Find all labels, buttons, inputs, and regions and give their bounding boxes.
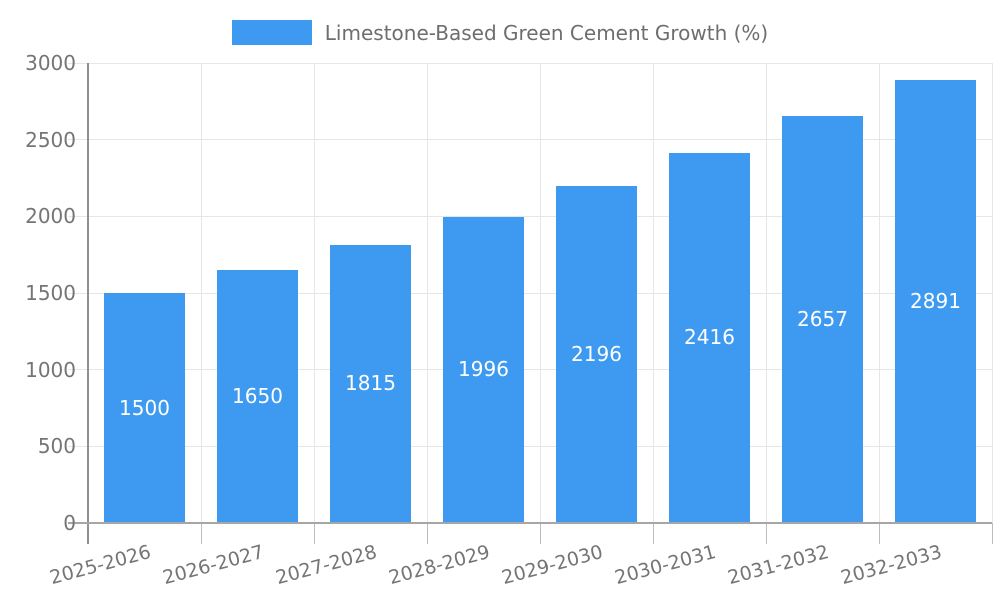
y-axis-tick-label: 2000 bbox=[25, 204, 76, 229]
gridline-horizontal bbox=[68, 292, 992, 294]
gridline-vertical bbox=[765, 63, 767, 544]
bar-2032-2033[interactable]: 2891 bbox=[895, 79, 976, 522]
x-axis-tick-label: 2030-2031 bbox=[612, 541, 719, 590]
bar-value-label: 2416 bbox=[684, 325, 735, 350]
gridline-vertical bbox=[991, 63, 993, 544]
gridline-vertical bbox=[878, 63, 880, 544]
bar-value-label: 1500 bbox=[119, 395, 170, 420]
x-axis-tick-label: 2027-2028 bbox=[273, 541, 380, 590]
bar-2029-2030[interactable]: 2196 bbox=[556, 186, 637, 522]
gridline-horizontal bbox=[68, 139, 992, 141]
y-axis-tick-label: 1500 bbox=[25, 281, 76, 305]
gridline-horizontal bbox=[68, 369, 992, 371]
bar-value-label: 2657 bbox=[797, 306, 848, 331]
y-axis-tick-label: 0 bbox=[63, 511, 76, 535]
gridline-horizontal bbox=[68, 62, 992, 64]
legend-label: Limestone-Based Green Cement Growth (%) bbox=[324, 20, 769, 45]
bar-2031-2032[interactable]: 2657 bbox=[782, 115, 863, 522]
bar-2026-2027[interactable]: 1650 bbox=[217, 270, 298, 522]
gridline-vertical bbox=[539, 63, 541, 544]
x-axis-line bbox=[68, 522, 992, 524]
bar-2030-2031[interactable]: 2416 bbox=[669, 152, 750, 522]
x-axis-tick-label: 2026-2027 bbox=[160, 541, 267, 590]
x-axis-tick-label: 2025-2026 bbox=[47, 541, 154, 590]
x-axis-tick-label: 2029-2030 bbox=[499, 541, 606, 590]
x-axis-tick-label: 2032-2033 bbox=[838, 541, 945, 590]
gridline-vertical bbox=[313, 63, 315, 544]
gridline-horizontal bbox=[68, 215, 992, 217]
y-axis-line bbox=[87, 63, 89, 544]
bar-2028-2029[interactable]: 1996 bbox=[443, 216, 524, 522]
y-axis-tick-label: 3000 bbox=[25, 51, 76, 75]
gridline-vertical bbox=[200, 63, 202, 544]
bar-value-label: 1815 bbox=[345, 371, 396, 396]
y-axis-tick-label: 2500 bbox=[25, 127, 76, 152]
gridline-vertical bbox=[426, 63, 428, 544]
x-axis-tick-label: 2031-2032 bbox=[725, 541, 832, 590]
bar-value-label: 2196 bbox=[571, 342, 622, 367]
legend-swatch bbox=[231, 20, 312, 45]
bar-value-label: 1996 bbox=[458, 357, 509, 382]
legend-item[interactable]: Limestone-Based Green Cement Growth (%) bbox=[231, 20, 769, 45]
bar-value-label: 2891 bbox=[910, 288, 961, 313]
bar-2025-2026[interactable]: 1500 bbox=[104, 293, 185, 522]
x-axis-tick-label: 2028-2029 bbox=[386, 541, 493, 590]
bar-2027-2028[interactable]: 1815 bbox=[330, 244, 411, 522]
gridline-horizontal bbox=[68, 445, 992, 447]
y-axis-tick-label: 500 bbox=[37, 434, 76, 459]
y-axis-tick-label: 1000 bbox=[25, 357, 76, 382]
plot-area: 1500 1650 1815 1996 2196 2416 2657 2891 bbox=[68, 62, 993, 544]
gridline-vertical bbox=[652, 63, 654, 544]
chart-legend: Limestone-Based Green Cement Growth (%) bbox=[0, 20, 1000, 45]
bar-value-label: 1650 bbox=[232, 384, 283, 408]
